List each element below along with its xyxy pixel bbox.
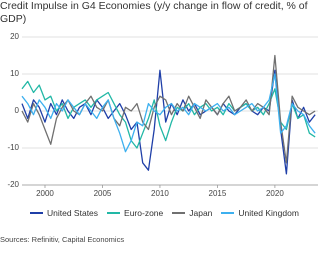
y-tick-label: -20	[7, 180, 19, 189]
x-tick-label: 2015	[209, 189, 227, 198]
legend-item: United Kingdom	[221, 208, 299, 218]
legend-item: Japan	[172, 208, 212, 218]
y-tick-label: 10	[10, 69, 19, 78]
x-tick-label: 2005	[94, 189, 112, 198]
legend-swatch	[107, 212, 121, 214]
series-line	[21, 80, 316, 149]
legend-swatch	[30, 212, 43, 214]
x-tick-label: 2000	[36, 189, 54, 198]
y-tick-label: -10	[7, 143, 19, 152]
x-tick-label: 2010	[151, 189, 169, 198]
legend-swatch	[172, 212, 186, 214]
series-line	[21, 69, 316, 175]
legend: United States Euro-zone Japan United Kingdo…	[30, 208, 299, 218]
legend-label: Japan	[189, 208, 213, 218]
series-line	[21, 54, 316, 164]
y-tick-label: 20	[10, 32, 19, 41]
y-tick-label: 0	[15, 106, 20, 115]
legend-label: Euro-zone	[124, 208, 164, 218]
legend-item: Euro-zone	[107, 208, 163, 218]
legend-swatch	[221, 212, 235, 214]
legend-item: United States	[30, 208, 98, 218]
series-line	[21, 73, 316, 153]
source-note: Sources: Refinitiv, Capital Economics	[0, 235, 125, 244]
legend-label: United States	[47, 208, 99, 218]
legend-label: United Kingdom	[238, 208, 299, 218]
chart-title: Credit Impulse in G4 Economies (y/y chan…	[0, 0, 308, 25]
x-tick-label: 2020	[266, 189, 284, 198]
